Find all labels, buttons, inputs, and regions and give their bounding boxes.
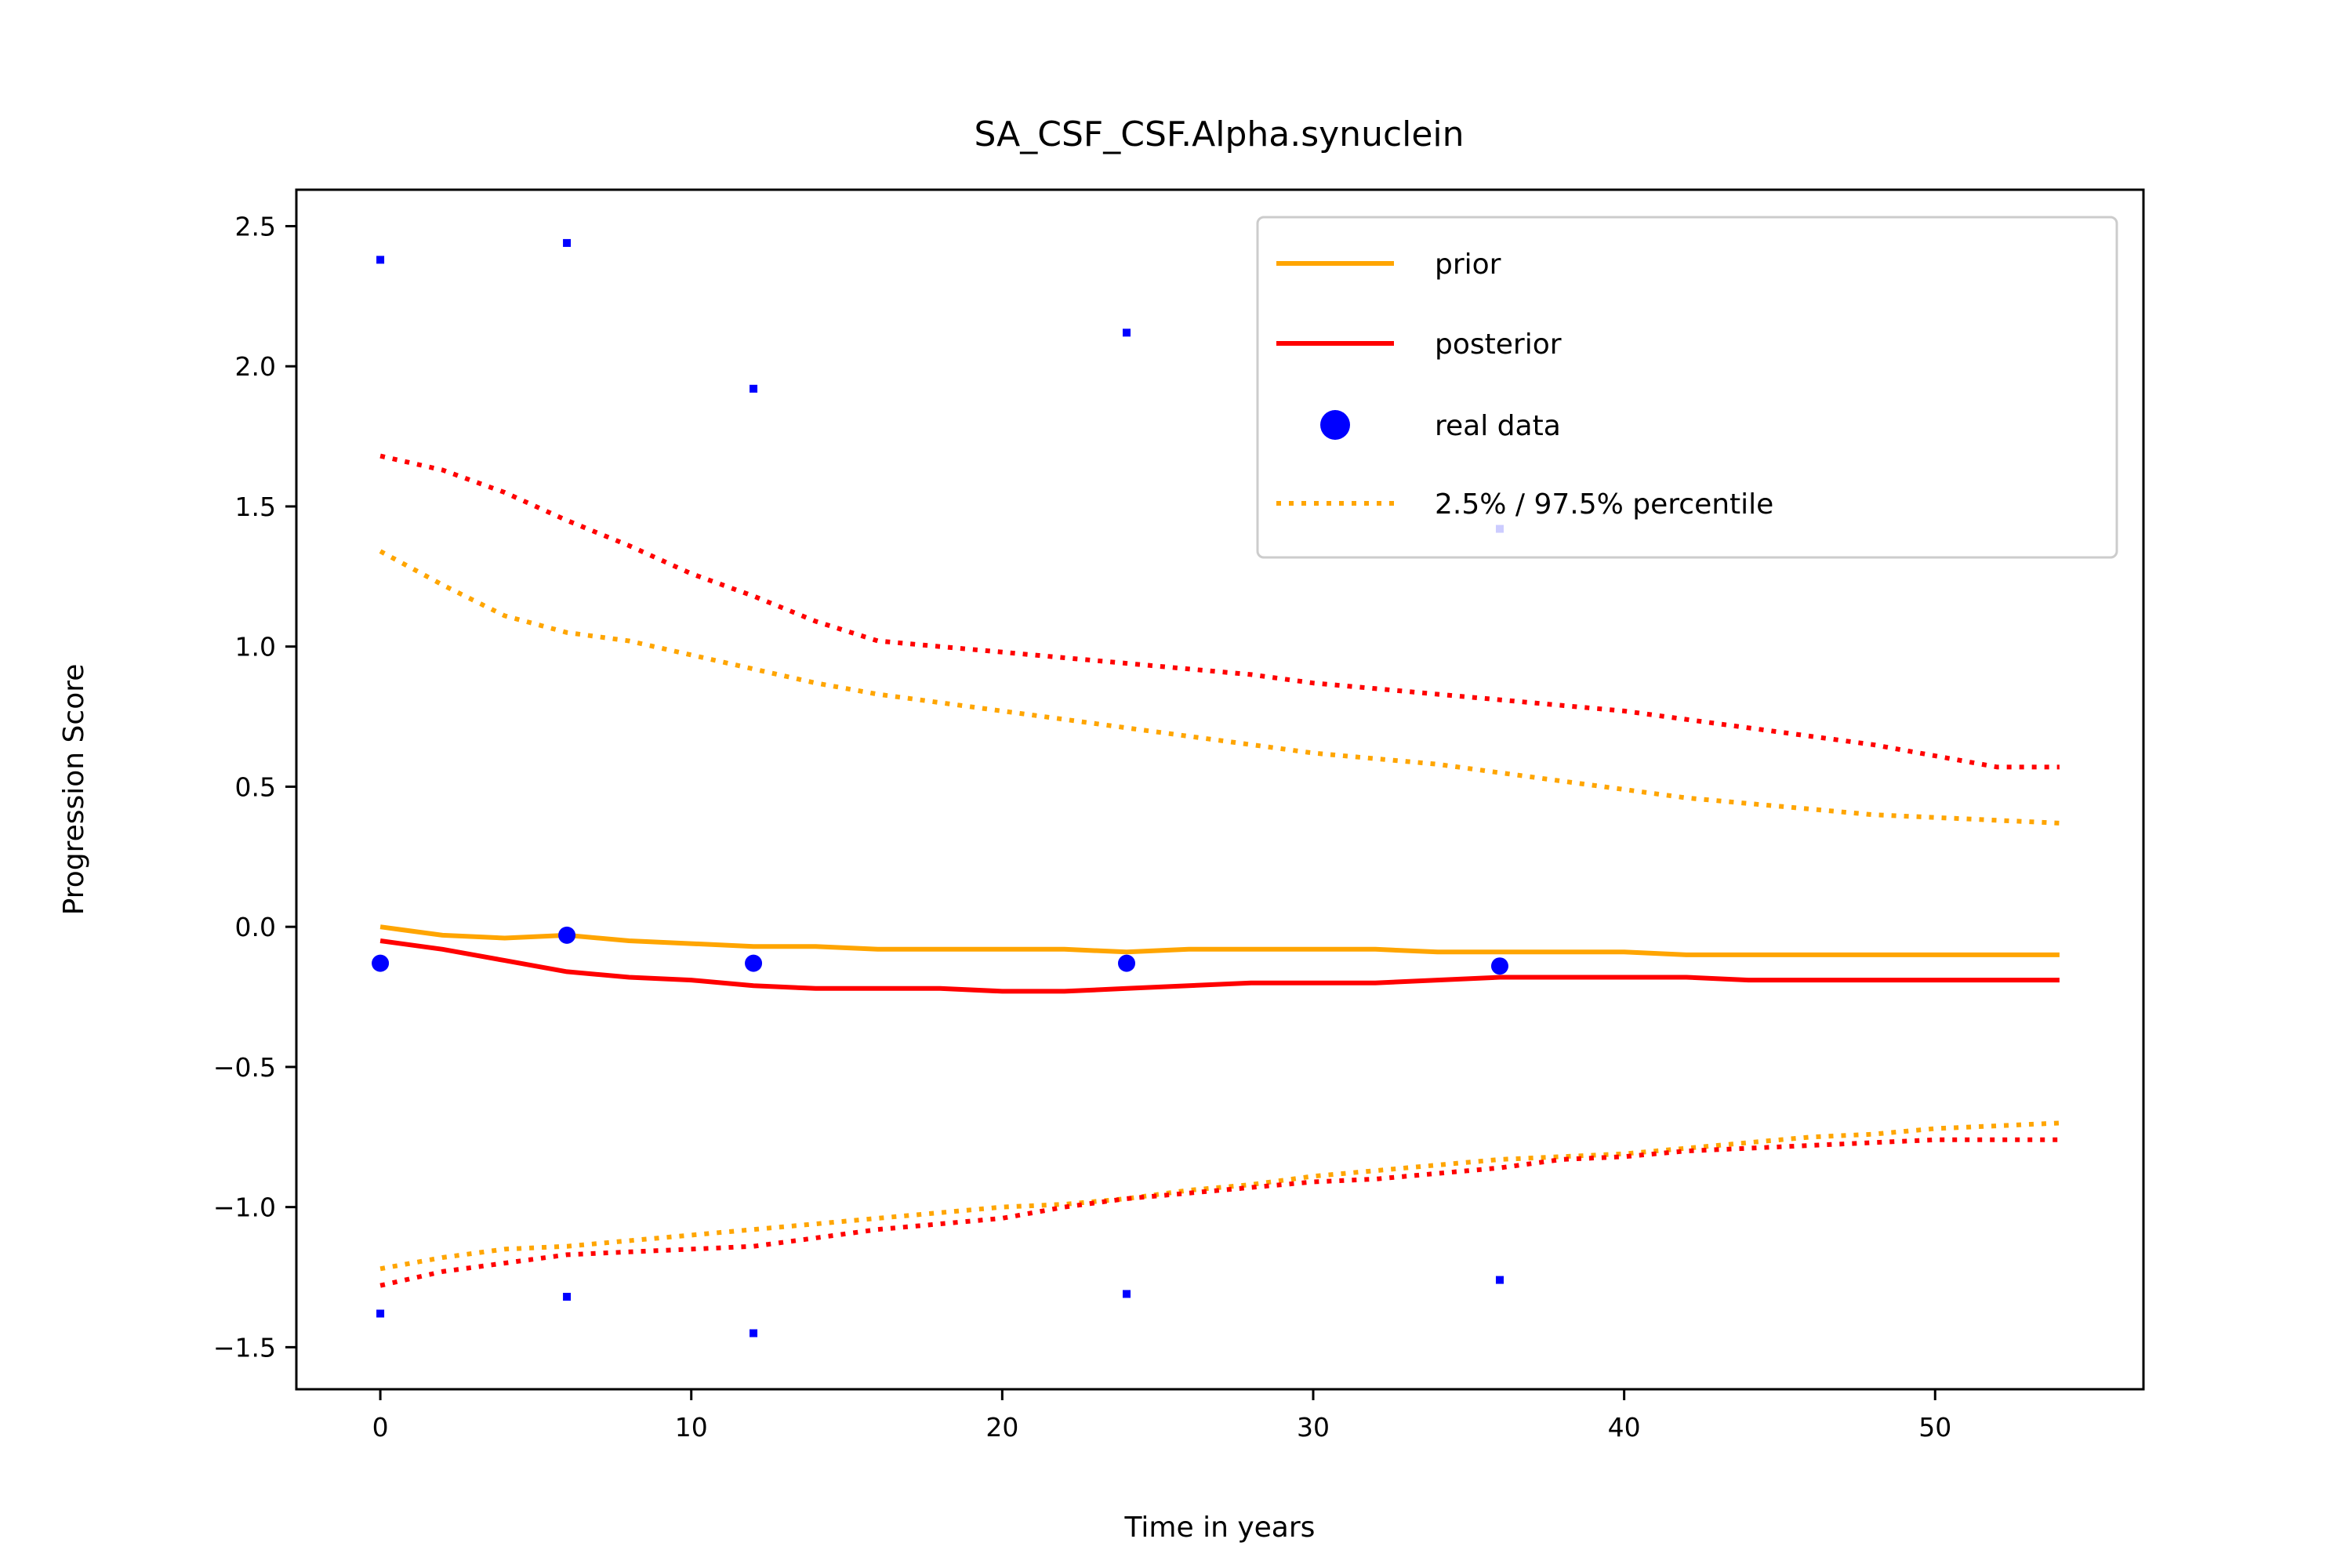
y-axis-label: Progression Score [58,664,90,916]
real-data-point [1123,328,1131,337]
legend-percentile-label: 2.5% / 97.5% percentile [1435,488,1773,521]
x-tick-label: 30 [1297,1412,1330,1443]
legend: prior posterior real data 2.5% / 97.5% p… [1256,216,2118,559]
y-tick-label: 1.5 [235,492,276,522]
y-tick-label: 1.0 [235,632,276,662]
y-tick-label: 2.5 [235,211,276,241]
legend-frame [1256,216,2118,559]
legend-real-data-label: real data [1435,410,1561,442]
real-data-point [563,238,572,247]
real-data-point [1495,1276,1504,1284]
real-data-point [750,1329,758,1338]
x-tick-label: 50 [1918,1412,1951,1443]
y-tick-label: −1.5 [213,1332,276,1363]
series-line-posterior [379,938,2060,994]
real-data-point [1490,957,1508,975]
series-line-prior-97-5 [379,549,2060,826]
y-tick-label: −0.5 [213,1052,276,1083]
y-tick-label: −1.0 [213,1192,276,1223]
legend-prior-label: prior [1435,249,1501,281]
real-data-point [376,256,385,264]
series-line-prior-2-5 [379,1120,2060,1272]
chart-title: SA_CSF_CSF.Alpha.synuclein [974,114,1464,154]
x-axis-label: Time in years [1124,1512,1316,1544]
real-data-point [372,954,390,972]
y-tick-label: 0.0 [235,912,276,942]
axes-frame [295,188,2145,1391]
plot-area [372,238,2060,1338]
x-tick-label: 40 [1608,1412,1641,1443]
x-tick-label: 20 [985,1412,1018,1443]
real-data-point [1123,1290,1131,1298]
real-data-point [745,954,763,972]
real-data-point [750,384,758,393]
real-data-point [558,926,576,944]
series-line-prior [379,924,2060,957]
legend-posterior-label: posterior [1435,328,1562,361]
real-data-point [563,1293,572,1301]
x-tick-label: 10 [675,1412,708,1443]
axis-ticks: 0 10 20 30 40 50 −1.5 −1.0 −0.5 0.0 0.5 1.0 1.5 2.0 2.… [213,211,1951,1443]
series-line-posterior-2-5 [379,1137,2060,1288]
legend-real-data-marker [1320,410,1350,440]
y-tick-label: 0.5 [235,771,276,802]
real-data-point [1118,954,1136,972]
y-tick-label: 2.0 [235,351,276,382]
x-tick-label: 0 [372,1412,389,1443]
real-data-point [376,1309,385,1318]
